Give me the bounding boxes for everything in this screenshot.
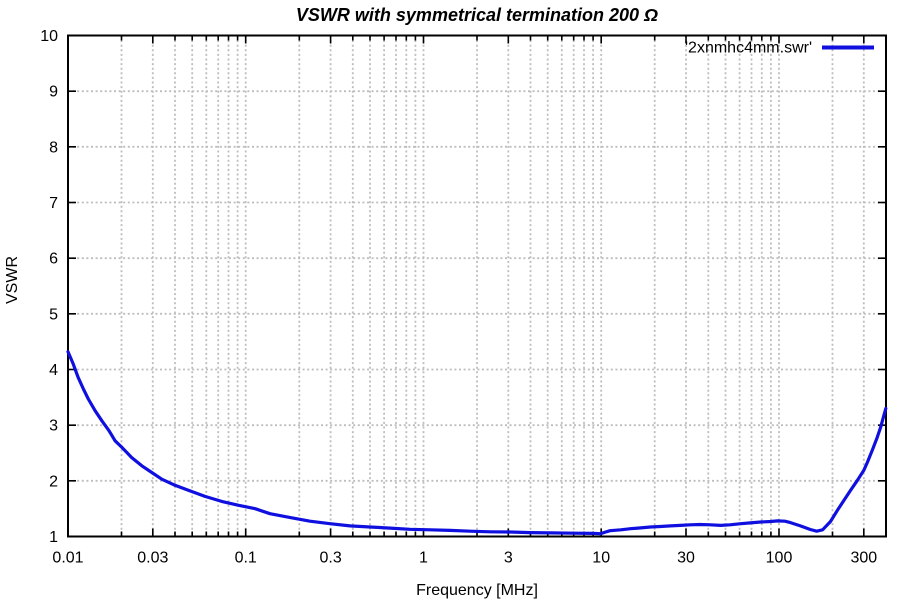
y-tick-label: 8 (49, 139, 58, 156)
x-tick-label: 300 (850, 550, 877, 567)
x-tick-label: 3 (504, 550, 513, 567)
x-axis-title: Frequency [MHz] (416, 582, 538, 599)
x-tick-label: 0.1 (235, 550, 257, 567)
x-tick-label: 0.3 (319, 550, 341, 567)
axis-tick-marks (68, 34, 886, 538)
y-tick-label: 3 (49, 418, 58, 435)
y-tick-label: 7 (49, 195, 58, 212)
y-tick-label: 6 (49, 251, 58, 268)
y-tick-label: 5 (49, 306, 58, 323)
y-tick-label: 9 (49, 84, 58, 101)
grid-lines (68, 35, 886, 537)
y-axis-title: VSWR (4, 256, 21, 304)
y-tick-label: 1 (49, 529, 58, 546)
x-tick-label: 100 (766, 550, 793, 567)
x-tick-label: 0.03 (137, 550, 168, 567)
x-tick-label: 1 (419, 550, 428, 567)
chart-title: VSWR with symmetrical termination 200 Ω (296, 5, 658, 25)
vswr-curve (66, 350, 888, 536)
y-tick-label: 10 (40, 28, 58, 45)
legend: '2xnmhc4mm.swr' (685, 40, 874, 57)
x-tick-label: 0.01 (52, 550, 83, 567)
y-tick-label: 4 (49, 362, 58, 379)
x-tick-label: 10 (592, 550, 610, 567)
legend-label: '2xnmhc4mm.swr' (685, 40, 812, 57)
tick-labels: 1 2 3 4 5 6 7 8 9 10 0.01 0.03 0.1 0.3 1 3 10 30 100 300 (40, 28, 877, 567)
x-tick-label: 30 (677, 550, 695, 567)
y-tick-label: 2 (49, 473, 58, 490)
